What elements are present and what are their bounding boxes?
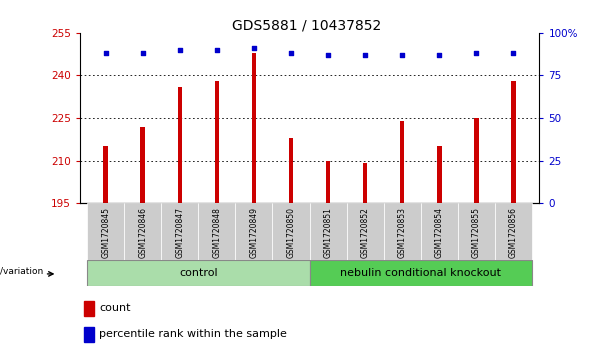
Bar xyxy=(273,203,310,260)
Text: GSM1720851: GSM1720851 xyxy=(324,207,333,258)
Text: percentile rank within the sample: percentile rank within the sample xyxy=(99,329,287,339)
Bar xyxy=(140,126,145,203)
Bar xyxy=(310,260,532,286)
Bar xyxy=(421,203,458,260)
Point xyxy=(249,45,259,51)
Text: genotype/variation: genotype/variation xyxy=(0,267,44,276)
Point xyxy=(101,50,110,56)
Bar xyxy=(215,81,219,203)
Text: GSM1720849: GSM1720849 xyxy=(249,207,259,258)
Bar xyxy=(346,203,384,260)
Point xyxy=(323,52,333,58)
Text: GSM1720856: GSM1720856 xyxy=(509,207,518,258)
Bar xyxy=(84,301,94,316)
Point xyxy=(286,50,296,56)
Bar xyxy=(87,203,124,260)
Bar xyxy=(400,121,405,203)
Text: GSM1720848: GSM1720848 xyxy=(212,207,221,258)
Bar xyxy=(252,53,256,203)
Bar xyxy=(495,203,532,260)
Text: GSM1720850: GSM1720850 xyxy=(286,207,295,258)
Point xyxy=(175,47,185,53)
Bar xyxy=(87,260,310,286)
Bar xyxy=(384,203,421,260)
Bar xyxy=(199,203,235,260)
Point xyxy=(212,47,222,53)
Point xyxy=(138,50,148,56)
Bar xyxy=(289,138,293,203)
Bar xyxy=(161,203,199,260)
Bar xyxy=(363,163,367,203)
Text: nebulin conditional knockout: nebulin conditional knockout xyxy=(340,268,501,278)
Point xyxy=(360,52,370,58)
Bar xyxy=(178,87,182,203)
Bar xyxy=(511,81,516,203)
Text: GSM1720852: GSM1720852 xyxy=(360,207,370,258)
Point xyxy=(397,52,407,58)
Bar xyxy=(235,203,273,260)
Bar xyxy=(437,146,441,203)
Bar xyxy=(310,203,346,260)
Bar xyxy=(474,118,479,203)
Text: GSM1720854: GSM1720854 xyxy=(435,207,444,258)
Text: GSM1720853: GSM1720853 xyxy=(398,207,407,258)
Bar xyxy=(104,146,108,203)
Text: GSM1720845: GSM1720845 xyxy=(101,207,110,258)
Text: control: control xyxy=(179,268,218,278)
Bar xyxy=(124,203,161,260)
Text: GDS5881 / 10437852: GDS5881 / 10437852 xyxy=(232,18,381,32)
Point xyxy=(471,50,481,56)
Text: count: count xyxy=(99,303,131,313)
Text: GSM1720847: GSM1720847 xyxy=(175,207,185,258)
Text: GSM1720846: GSM1720846 xyxy=(138,207,147,258)
Text: GSM1720855: GSM1720855 xyxy=(472,207,481,258)
Point xyxy=(509,50,519,56)
Bar xyxy=(84,327,94,342)
Bar xyxy=(458,203,495,260)
Bar xyxy=(326,160,330,203)
Point xyxy=(435,52,444,58)
